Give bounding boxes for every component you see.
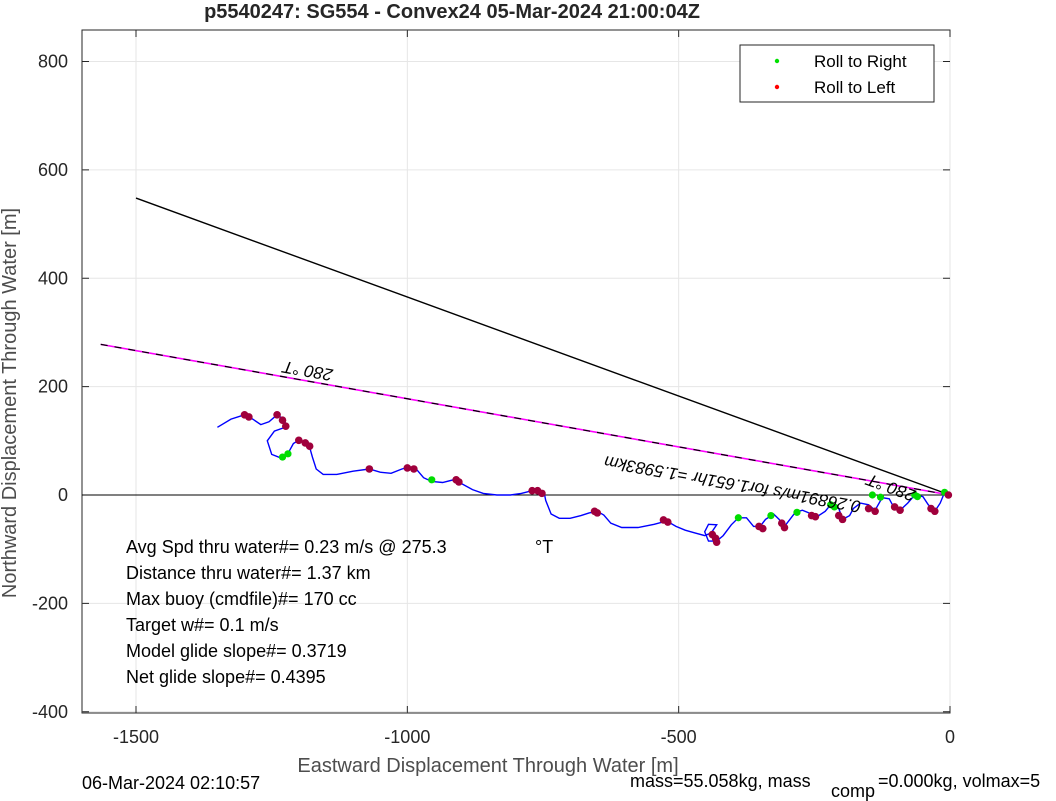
stat-model-glide: Model glide slope#= 0.3719 <box>126 641 347 661</box>
glider-track <box>217 413 951 542</box>
roll-left-point <box>528 486 536 495</box>
roll-left-point <box>538 489 546 498</box>
y-axis-label: Northward Displacement Through Water [m] <box>0 208 21 598</box>
roll-left-point <box>403 464 412 472</box>
roll-left-point <box>811 512 820 521</box>
stat-avg-speed: Avg Spd thru water#= 0.23 m/s @ 275.3 <box>126 537 447 557</box>
y-tick-label: 0 <box>58 485 68 505</box>
y-tick-label: 200 <box>38 377 68 397</box>
roll-right-markers <box>278 450 949 522</box>
roll-left-point <box>410 465 418 473</box>
roll-left-point <box>780 523 789 532</box>
y-tick-label: 400 <box>38 268 68 288</box>
legend-box <box>739 44 935 103</box>
x-tick-label: -1000 <box>384 727 430 747</box>
legend-marker-roll-right <box>774 58 780 64</box>
stat-distance: Distance thru water#= 1.37 km <box>126 563 371 583</box>
y-tick-label: 800 <box>38 52 68 72</box>
chart-title: p5540247: SG554 - Convex24 05-Mar-2024 2… <box>204 1 700 23</box>
axis-ticks: -1500 -1000 -500 0 -400 -200 0 200 400 600 800 <box>32 30 955 747</box>
stat-avg-speed-unit: °T <box>535 537 553 557</box>
footer-mass: mass=55.058kg, mass <box>630 771 811 791</box>
roll-left-point <box>281 422 290 430</box>
y-tick-label: -200 <box>32 593 68 613</box>
roll-left-point <box>273 411 281 419</box>
plot-area <box>81 29 951 714</box>
roll-right-point <box>876 493 885 501</box>
roll-left-point <box>278 416 287 425</box>
y-tick-label: 600 <box>38 160 68 180</box>
roll-right-point <box>734 514 742 522</box>
roll-left-point <box>896 506 904 514</box>
roll-right-point <box>868 491 876 499</box>
roll-right-point <box>428 476 436 484</box>
roll-left-point <box>365 465 374 473</box>
legend-label-roll-left: Roll to Left <box>814 78 896 97</box>
roll-left-point <box>758 524 767 533</box>
y-tick-label: -400 <box>32 702 68 722</box>
roll-right-point <box>913 493 922 501</box>
footer-volmax: =0.000kg, volmax=5 <box>878 771 1040 791</box>
roll-right-point <box>278 453 287 461</box>
footer-timestamp: 06-Mar-2024 02:10:57 <box>82 773 260 793</box>
footer-comp-subscript: comp <box>831 781 875 801</box>
stats-block: Avg Spd thru water#= 0.23 m/s @ 275.3 °T… <box>126 537 553 687</box>
net-displacement-dash <box>100 343 951 496</box>
roll-left-point <box>664 518 672 526</box>
stat-target-w: Target w#= 0.1 m/s <box>126 615 279 635</box>
legend-label-roll-right: Roll to Right <box>814 52 907 71</box>
stat-net-glide: Net glide slope#= 0.4395 <box>126 667 326 687</box>
x-tick-label: -500 <box>661 727 697 747</box>
roll-left-markers <box>240 411 953 546</box>
roll-left-point <box>864 504 873 513</box>
roll-left-point <box>712 538 721 546</box>
roll-left-point <box>305 442 314 451</box>
legend: Roll to Right Roll to Left <box>739 44 935 103</box>
roll-left-point <box>871 507 879 516</box>
roll-left-point <box>838 515 847 524</box>
roll-right-point <box>830 503 839 511</box>
heading-line-280 <box>135 197 951 496</box>
roll-right-point <box>767 511 775 520</box>
roll-left-point <box>295 436 303 445</box>
roll-left-point <box>931 507 939 516</box>
x-tick-label: -1500 <box>113 727 159 747</box>
x-axis-label: Eastward Displacement Through Water [m] <box>297 755 678 777</box>
roll-left-point <box>455 478 463 486</box>
roll-left-point <box>245 413 253 421</box>
roll-right-point <box>284 450 292 458</box>
roll-left-point <box>944 491 953 499</box>
stat-max-buoy: Max buoy (cmdfile)#= 170 cc <box>126 589 357 609</box>
roll-left-point <box>593 509 602 517</box>
roll-right-point <box>793 508 801 516</box>
legend-marker-roll-left <box>774 84 780 90</box>
x-tick-label: 0 <box>945 727 955 747</box>
